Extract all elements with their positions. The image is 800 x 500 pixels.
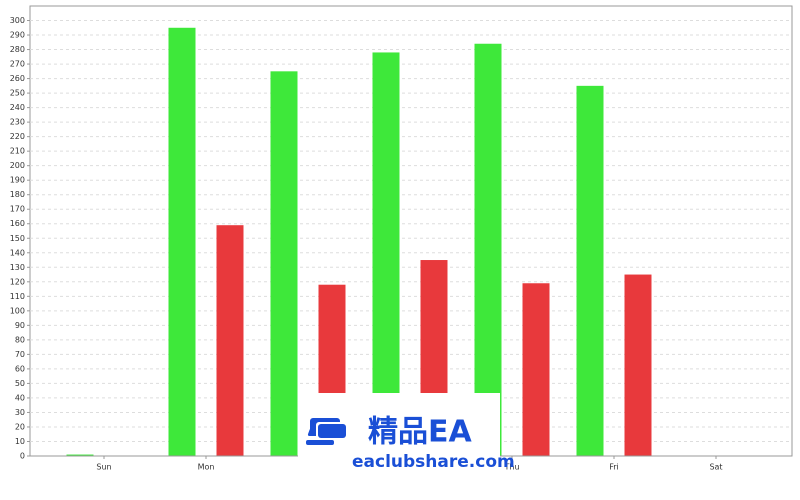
watermark-title: 精品EA (368, 415, 472, 450)
y-tick-label: 80 (15, 335, 25, 344)
x-tick-label: Sun (96, 463, 111, 472)
y-tick-label: 250 (10, 89, 25, 98)
bar (216, 225, 244, 456)
y-tick-label: 120 (10, 277, 25, 286)
bar (66, 454, 94, 456)
bar (522, 283, 550, 456)
y-tick-label: 270 (10, 60, 25, 69)
y-tick-label: 170 (10, 205, 25, 214)
y-tick-label: 0 (20, 452, 25, 461)
bar (168, 27, 196, 456)
y-tick-label: 180 (10, 190, 25, 199)
y-tick-label: 290 (10, 31, 25, 40)
y-tick-label: 260 (10, 74, 25, 83)
x-tick-label: Sat (709, 463, 722, 472)
bar (372, 52, 400, 457)
y-tick-label: 160 (10, 219, 25, 228)
y-tick-label: 50 (15, 379, 25, 388)
watermark-url: eaclubshare.com (352, 452, 515, 472)
watermark-logo (306, 418, 346, 445)
y-tick-label: 210 (10, 147, 25, 156)
y-tick-label: 280 (10, 45, 25, 54)
y-tick-label: 240 (10, 103, 25, 112)
bar (270, 71, 298, 457)
y-tick-label: 30 (15, 408, 25, 417)
y-tick-label: 40 (15, 393, 25, 402)
y-tick-label: 70 (15, 350, 25, 359)
y-tick-label: 230 (10, 118, 25, 127)
y-tick-label: 100 (10, 306, 25, 315)
y-tick-label: 190 (10, 176, 25, 185)
y-tick-label: 90 (15, 321, 25, 330)
y-tick-label: 300 (10, 16, 25, 25)
bar (474, 43, 502, 456)
x-tick-label: Thu (503, 463, 519, 472)
y-tick-label: 10 (15, 437, 25, 446)
x-tick-label: Mon (198, 463, 215, 472)
y-tick-label: 220 (10, 132, 25, 141)
plot-frame (29, 5, 793, 457)
bar (624, 274, 652, 456)
y-tick-label: 150 (10, 234, 25, 243)
y-tick-label: 60 (15, 364, 25, 373)
bar (576, 85, 604, 456)
watermark: 精品EA eaclubshare.com (298, 393, 515, 473)
y-tick-label: 20 (15, 422, 25, 431)
x-tick-label: Fri (609, 463, 619, 472)
y-tick-label: 110 (10, 292, 25, 301)
y-tick-label: 130 (10, 263, 25, 272)
y-tick-label: 200 (10, 161, 25, 170)
y-tick-label: 140 (10, 248, 25, 257)
